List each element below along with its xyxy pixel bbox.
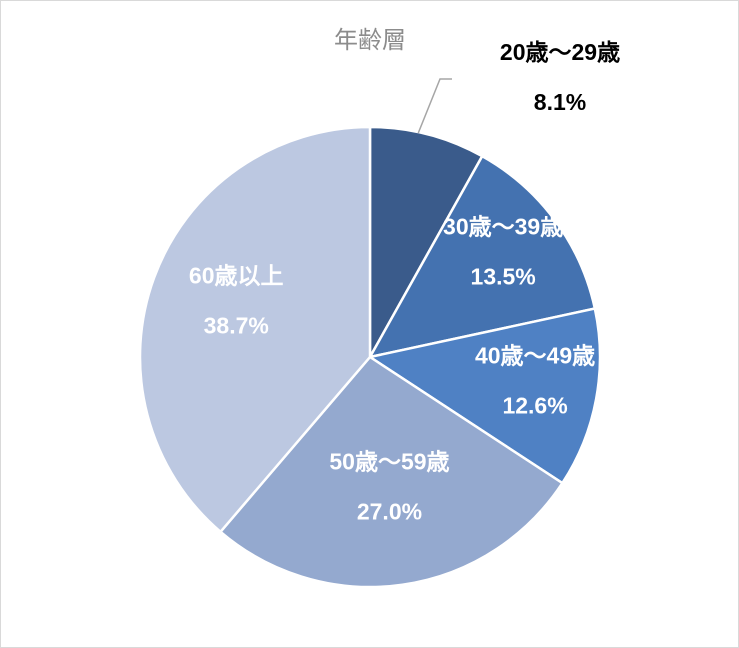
slice-value-label: 38.7% bbox=[204, 313, 269, 339]
slice-category-label: 30歳～39歳 bbox=[443, 214, 563, 240]
slice-category-label: 50歳～59歳 bbox=[329, 449, 449, 475]
pie-slice bbox=[218, 355, 565, 589]
slice-value-label: 13.5% bbox=[471, 264, 536, 290]
pie-slice bbox=[366, 307, 602, 485]
leader-line bbox=[417, 78, 452, 134]
pie-slices bbox=[138, 125, 602, 589]
slice-category-label: 20歳～29歳 bbox=[500, 39, 620, 65]
slice-value-label: 8.1% bbox=[534, 89, 586, 115]
slice-category-label: 40歳～49歳 bbox=[475, 343, 595, 369]
slice-value-label: 27.0% bbox=[357, 499, 422, 525]
slice-category-label: 60歳以上 bbox=[189, 263, 284, 289]
pie-slice bbox=[368, 125, 484, 362]
slice-labels: 20歳～29歳 8.1% 30歳～39歳 13.5% 40歳～49歳 12.6% 50歳～5… bbox=[189, 39, 620, 525]
pie-slice bbox=[367, 154, 597, 359]
pie-slice bbox=[138, 125, 372, 534]
slice-value-label: 12.6% bbox=[502, 393, 567, 419]
chart-title: 年齢層 bbox=[334, 26, 406, 54]
